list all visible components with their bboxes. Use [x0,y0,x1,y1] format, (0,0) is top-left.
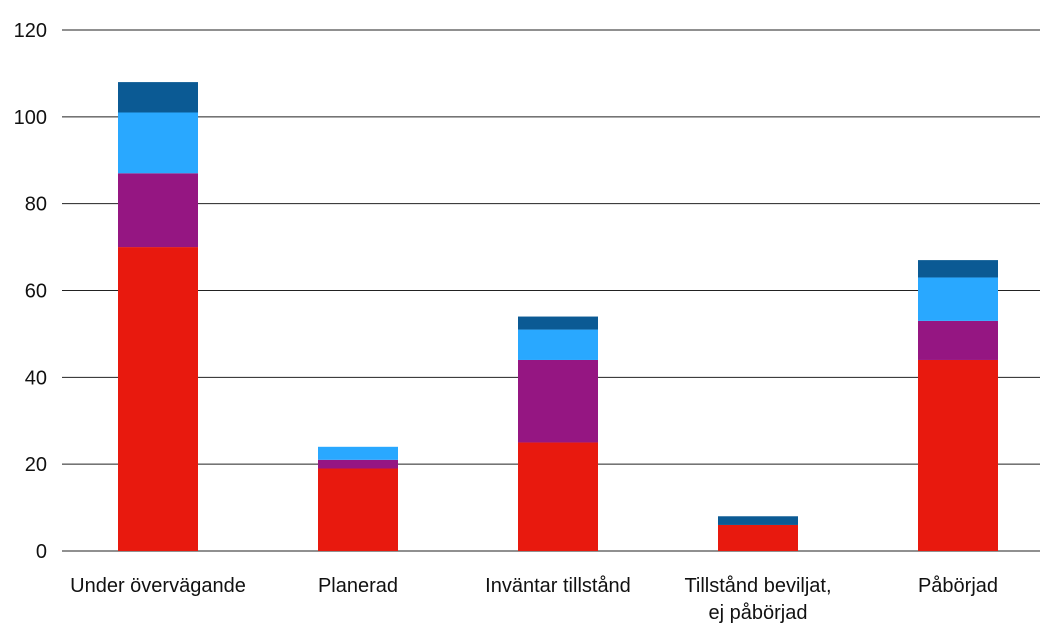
y-tick-label-20: 20 [25,454,47,476]
bar-segment-1-2 [318,446,398,460]
bar-segment-2-0 [518,442,598,551]
bar-segment-0-3 [118,82,198,113]
bar-segment-3-0 [718,524,798,551]
bar-segment-2-2 [518,329,598,360]
x-axis: Under övervägande Planerad Inväntar tillst… [70,575,998,624]
bar-segment-0-2 [118,112,198,174]
bar-segment-1-1 [318,459,398,469]
bar-segment-4-3 [918,260,998,278]
bar-segment-1-0 [318,468,398,551]
y-tick-label-120: 120 [14,20,47,42]
y-tick-label-40: 40 [25,367,47,389]
bar-segment-2-3 [518,316,598,330]
bar-segment-2-1 [518,359,598,443]
x-tick-label-0: Under övervägande [70,575,246,597]
x-tick-label-4: Påbörjad [918,575,998,597]
bar-segment-0-0 [118,247,198,552]
y-tick-label-0: 0 [36,541,47,563]
bar-segment-4-1 [918,320,998,360]
y-axis: 0 20 40 60 80 100 120 [14,20,47,563]
bar-segment-4-2 [918,277,998,321]
bar-segment-4-0 [918,359,998,551]
bar-segment-3-3 [718,516,798,525]
y-tick-label-60: 60 [25,281,47,303]
x-tick-label-1: Planerad [318,575,398,597]
x-tick-label-2: Inväntar tillstånd [485,575,631,597]
bar-segment-0-1 [118,173,198,248]
y-tick-label-80: 80 [25,194,47,216]
x-tick-label-3-line-1: ej påbörjad [709,602,808,624]
y-tick-label-100: 100 [14,107,47,129]
x-tick-label-3-line-0: Tillstånd beviljat, [684,575,831,597]
bar-layer [118,82,998,552]
